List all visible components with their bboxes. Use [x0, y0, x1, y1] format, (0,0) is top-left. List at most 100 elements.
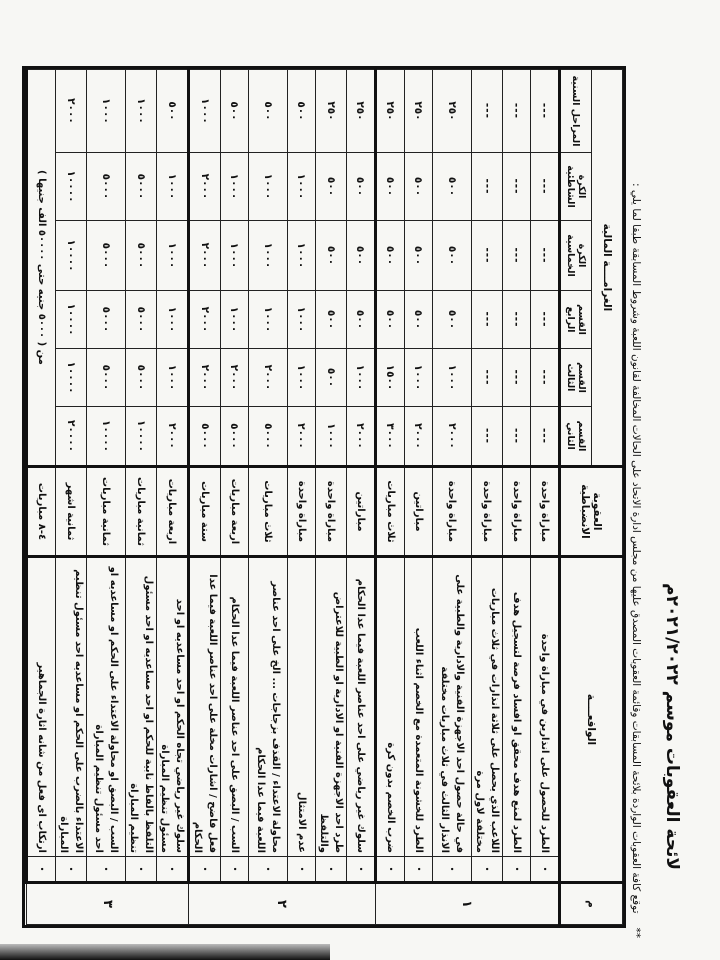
fine-cell: ١٠٠٠	[248, 220, 288, 291]
table-row: • ضرب الخصم بدون كرة ثلاث مباريات ٣٠٠٠ ١٥٠٠ ٥…	[375, 69, 405, 924]
header-fine-column: القسم الثاني	[559, 406, 592, 467]
table-row: • طرد احد الاجهزة الفنية او الادارية او ا…	[315, 69, 347, 924]
row-bullet: •	[220, 856, 249, 883]
fine-cell: ٢٠٠٠	[346, 406, 376, 467]
fine-cell: ٥٠٠٠	[220, 406, 249, 467]
table-row: • الاعتداء بالضرب على الحكم او مساعديه اح…	[55, 69, 87, 924]
fine-cell: ١٠٠٠	[248, 152, 288, 221]
table-row: • محاولة الاعتداء / القذف بزجاجات ... الخ…	[248, 69, 288, 924]
incident-cell: فعل فاضح / اشارات مخلة على احد عناصر الل…	[188, 556, 221, 857]
fine-cell: ٥٠٠٠	[125, 348, 157, 407]
fine-cell: ١٠٠٠	[86, 69, 126, 153]
penalty-cell: ثمانية مباريات	[125, 466, 157, 557]
penalty-cell: مباراتين	[404, 466, 433, 557]
fine-cell: ١٠٠٠	[220, 220, 249, 291]
fine-cell: ١٠٠٠	[156, 290, 189, 349]
fine-cell: ---	[502, 406, 531, 467]
fine-cell: ٥٠٠	[404, 220, 433, 291]
fine-cell: ٥٠٠٠	[86, 152, 126, 221]
penalty-cell: مباراة واحدة	[287, 466, 316, 557]
fine-cell: ٢٠٠٠	[55, 69, 87, 153]
fine-cell: ١٠٠٠	[287, 220, 316, 291]
fine-cell: ---	[471, 348, 503, 407]
row-bullet: •	[156, 856, 189, 883]
fine-cell: ١٠٠٠	[248, 290, 288, 349]
subtitle-text: توقع كافة العقوبات الواردة بلائحة المساب…	[630, 182, 642, 914]
subtitle-marker: **	[630, 927, 642, 939]
row-bullet: •	[346, 856, 376, 883]
row-bullet: •	[188, 856, 221, 883]
penalty-cell: ثلاث مباريات	[248, 466, 288, 557]
fine-cell: ٥٠٠	[156, 69, 189, 153]
table-row: • الطرد للخشونة المتعمدة مع الخصم اثناء ا…	[404, 69, 433, 924]
penalty-cell: ستة مباريات	[188, 466, 221, 557]
header-number: م	[559, 882, 623, 925]
fine-cell: ١٠٠٠	[156, 348, 189, 407]
fine-cell: ١٠٠٠	[287, 348, 316, 407]
fine-cell: ١٠٠٠	[156, 220, 189, 291]
fine-cell: ١٠٠٠٠	[125, 406, 157, 467]
fine-cell: ٥٠٠٠	[86, 348, 126, 407]
fine-cell: ---	[502, 220, 531, 291]
fine-cell: ١٠٠٠	[220, 152, 249, 221]
row-bullet: •	[375, 856, 405, 883]
fine-cell: ٥٠٠	[220, 69, 249, 153]
row-bullet: •	[55, 856, 87, 883]
incident-cell: اللاعب الذي يحصل على ثلاثة انذارات في ثل…	[471, 556, 503, 857]
fine-cell: ٥٠٠	[375, 290, 405, 349]
fine-cell: ٥٠٠	[375, 220, 405, 291]
fine-cell: ١٠٠٠	[188, 69, 221, 153]
fine-cell: ١٠٠٠٠	[55, 348, 87, 407]
penalty-cell: ثمانية مباريات	[86, 466, 126, 557]
incident-cell: الطرد للحصول على انذارين في مباراة واحدة	[530, 556, 560, 857]
incident-cell: عدم الامتثال	[287, 556, 316, 857]
fine-cell: ---	[471, 69, 503, 153]
header-incident: الواقعــــة	[559, 556, 623, 883]
fine-cell: ---	[530, 406, 560, 467]
row-bullet: •	[404, 856, 433, 883]
fine-cell: ٥٠٠	[287, 69, 316, 153]
fine-cell: ---	[502, 348, 531, 407]
fine-cell: ١٠٠٠٠	[55, 152, 87, 221]
fine-range-cell: من ( ٥٠٠٠ جنيه حتى ٥٠٠٠٠ الف جنيها )	[26, 69, 56, 467]
table-row: • اللاعب الذي يحصل على ثلاثة انذارات في ث…	[471, 69, 503, 924]
fine-cell: ١٥٠٠	[375, 348, 405, 407]
fine-cell: ٢٠٠٠	[188, 220, 221, 291]
row-bullet: •	[287, 856, 316, 883]
fine-cell: ٥٠٠	[315, 348, 347, 407]
document-subtitle: ** توقع كافة العقوبات الواردة بلائحة المس…	[630, 183, 642, 938]
penalty-cell: مباراة واحدة	[502, 466, 531, 557]
incident-cell: الاعتداء بالضرب على الحكم او مساعديه احد…	[55, 556, 87, 857]
fine-cell: ٥٠٠	[404, 290, 433, 349]
fine-cell: ١٠٠٠	[287, 152, 316, 221]
fine-cell: ١٠٠٠	[220, 290, 249, 349]
header-fine-column: القسم الثالث	[559, 348, 592, 407]
incident-cell: السب / البصق على احد عناصر اللعبة فيما ع…	[220, 556, 249, 857]
fine-cell: ٥٠٠	[315, 152, 347, 221]
fine-cell: ---	[471, 290, 503, 349]
incident-cell: الطرد لمنع هدف محقق او افساد فرصة لتسجيل…	[502, 556, 531, 857]
fine-cell: ٢٥٠	[432, 69, 472, 153]
fine-cell: ٢٥٠	[404, 69, 433, 153]
fine-cell: ٥٠٠	[346, 220, 376, 291]
fine-cell: ---	[502, 69, 531, 153]
table-row: ١ • الطرد للحصول على انذارين في مباراة واح…	[375, 69, 560, 925]
fine-cell: ١٠٠٠٠	[55, 220, 87, 291]
fine-cell: ٢٠٠٠	[188, 348, 221, 407]
header-penalty: العقوبة الانضباطية	[559, 466, 623, 557]
fine-cell: ١٠٠٠	[346, 348, 376, 407]
fine-cell: ---	[471, 152, 503, 221]
fine-cell: ٥٠٠٠	[86, 290, 126, 349]
table-row: • ارتكاب اى فعل من شانه اثارة الجماهير ٤-٨…	[26, 69, 56, 924]
incident-cell: ضرب الخصم بدون كرة	[375, 556, 405, 857]
fine-cell: ٢٠٠٠	[432, 406, 472, 467]
penalty-cell: اربعة مباريات	[220, 466, 249, 557]
incident-cell: السب / البصق او محاولة الاعتداء على الحك…	[86, 556, 126, 857]
incident-cell: محاولة الاعتداء / القذف بزجاجات ... الخ …	[248, 556, 288, 857]
fine-cell: ٥٠٠	[315, 220, 347, 291]
header-fine-column: الكرة الشاطئية	[559, 152, 592, 221]
header-fine-column: الكرة الخماسية	[559, 220, 592, 291]
fine-cell: ٢٠٠٠٠	[55, 406, 87, 467]
fine-cell: ---	[471, 220, 503, 291]
